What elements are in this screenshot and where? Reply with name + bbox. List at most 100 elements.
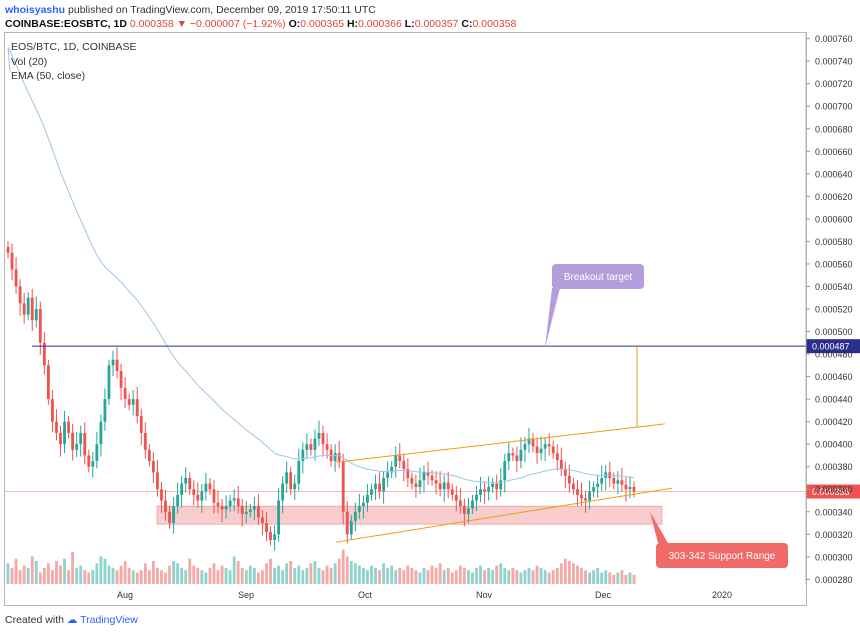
high-value: 0.000366 [358,18,402,30]
candle-body [184,477,188,484]
volume-bar [67,570,70,584]
candle-body [511,453,515,456]
candle-body [83,432,87,456]
chart-header: whoisyashu published on TradingView.com,… [0,0,860,32]
publisher-name[interactable]: whoisyashu [5,4,66,16]
candle-body [293,483,297,490]
volume-bar [608,572,612,584]
candle-body [200,491,204,501]
candle-body [196,494,200,501]
volume-bar [151,561,155,584]
volume-bar [256,572,260,584]
volume-bar [592,570,596,584]
candle-body [301,449,305,462]
candle-body [305,444,309,450]
created-with-label: Created with [5,614,64,626]
candle-body [143,432,147,450]
volume-bar [18,570,22,584]
volume-bar [547,572,551,584]
candle-body [123,387,127,400]
candle-body [349,520,353,535]
volume-bar [131,570,135,584]
legend-vol: Vol (20) [11,56,47,68]
volume-bar [261,570,264,584]
candle-body [491,483,495,487]
volume-bar [434,567,438,584]
candle-body [410,477,414,484]
volume-bar [212,563,216,584]
tradingview-brand[interactable]: TradingView [80,614,138,626]
volume-bar [240,567,244,584]
volume-bar [479,565,482,584]
candle-body [357,506,361,512]
candle-body [232,498,236,501]
candle-body [147,449,151,462]
tradingview-logo-icon: ☁ [66,614,78,626]
volume-bar [26,567,30,584]
candle-body [168,511,171,524]
candle-body [228,500,232,507]
volume-bar [366,570,369,584]
volume-bar [523,570,527,584]
candle-body [596,483,600,487]
volume-bar [466,570,470,584]
candle-body [438,483,442,490]
volume-bar [370,565,373,584]
volume-bar [46,563,50,584]
price-tick-label: 0.000580 [815,237,853,247]
volume-bar [446,567,450,584]
volume-bar [539,567,543,584]
candle-body [406,468,410,478]
volume-bar [63,558,66,584]
candle-body [394,455,398,467]
candle-body [487,486,491,492]
candle-body [42,342,46,366]
candle-body [430,475,434,481]
volume-bar [563,558,567,584]
volume-bar [386,567,390,584]
volume-bar [458,565,462,584]
time-axis-label: Nov [476,590,493,600]
candle-body [418,480,422,487]
candle-body [256,506,260,518]
candle-body [458,500,462,507]
volume-bar [277,565,281,584]
candle-body [361,502,365,507]
candle-body [374,483,377,490]
candle-body [612,477,616,484]
candle-body [616,480,620,484]
volume-bar [160,570,163,584]
candle-body [466,508,470,515]
candle-body [224,506,228,510]
candle-body [503,461,507,481]
resistance-price-tag [806,339,860,354]
volume-bar [357,565,361,584]
volume-bar [95,563,99,584]
candle-body [91,461,95,467]
volume-bar [612,574,616,584]
candle-body [63,421,66,445]
candle-body [265,523,268,533]
price-tick-label: 0.000520 [815,305,853,315]
candle-body [139,416,143,433]
volume-bar [325,565,329,584]
candle-body [46,365,50,400]
volume-bar [584,570,587,584]
candle-body [624,484,628,490]
candle-body [632,486,636,492]
volume-bar [491,570,495,584]
candle-body [38,309,42,343]
candle-body [422,472,426,481]
volume-bar [115,570,119,584]
candle-body [188,477,192,490]
candle-body [277,500,281,535]
candle-body [297,461,301,484]
candle-body [180,483,184,495]
volume-bar [394,570,398,584]
breakout-callout-box [552,264,644,289]
volume-bar [75,567,79,584]
candle-body [252,506,256,510]
volume-bar [414,570,418,584]
volume-bar [248,565,252,584]
